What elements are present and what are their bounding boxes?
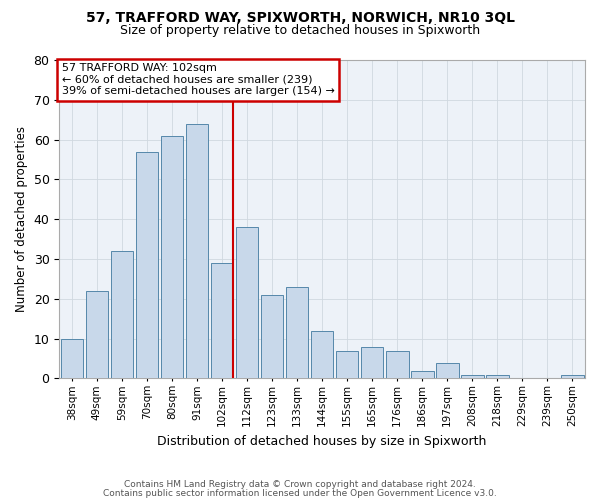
Bar	[161, 136, 183, 378]
Bar	[136, 152, 158, 378]
Bar	[336, 350, 358, 378]
Bar	[61, 338, 83, 378]
Text: Contains public sector information licensed under the Open Government Licence v3: Contains public sector information licen…	[103, 488, 497, 498]
Y-axis label: Number of detached properties: Number of detached properties	[15, 126, 28, 312]
Bar	[86, 291, 108, 378]
Bar	[261, 295, 283, 378]
Bar	[386, 350, 409, 378]
Bar	[286, 287, 308, 378]
Bar	[211, 263, 233, 378]
X-axis label: Distribution of detached houses by size in Spixworth: Distribution of detached houses by size …	[157, 434, 487, 448]
Bar	[236, 227, 259, 378]
Bar	[486, 374, 509, 378]
Bar	[186, 124, 208, 378]
Bar	[311, 330, 334, 378]
Bar	[461, 374, 484, 378]
Text: 57 TRAFFORD WAY: 102sqm
← 60% of detached houses are smaller (239)
39% of semi-d: 57 TRAFFORD WAY: 102sqm ← 60% of detache…	[62, 63, 335, 96]
Bar	[361, 346, 383, 378]
Bar	[436, 362, 458, 378]
Text: 57, TRAFFORD WAY, SPIXWORTH, NORWICH, NR10 3QL: 57, TRAFFORD WAY, SPIXWORTH, NORWICH, NR…	[86, 11, 515, 25]
Bar	[110, 251, 133, 378]
Text: Contains HM Land Registry data © Crown copyright and database right 2024.: Contains HM Land Registry data © Crown c…	[124, 480, 476, 489]
Bar	[411, 370, 434, 378]
Bar	[561, 374, 584, 378]
Text: Size of property relative to detached houses in Spixworth: Size of property relative to detached ho…	[120, 24, 480, 37]
